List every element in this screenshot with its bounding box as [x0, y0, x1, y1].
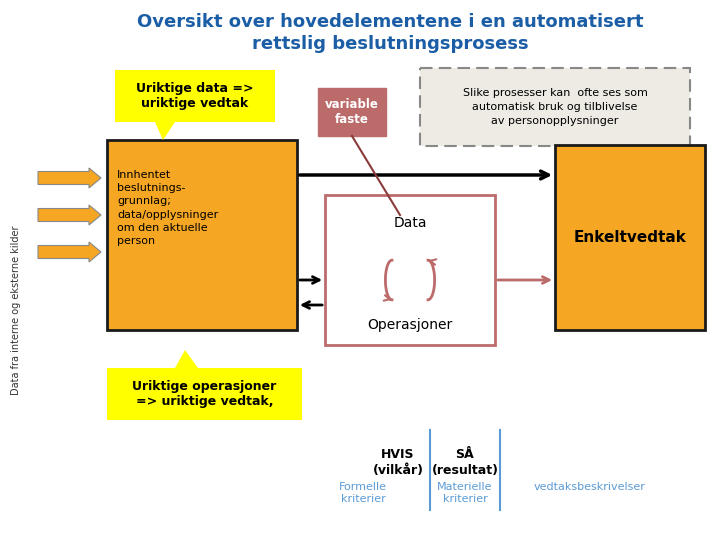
- Text: HVIS
(vilkår): HVIS (vilkår): [372, 448, 423, 477]
- Text: Innhentet
beslutnings-
grunnlag;
data/opplysninger
om den aktuelle
person: Innhentet beslutnings- grunnlag; data/op…: [117, 170, 218, 246]
- Text: Formelle
kriterier: Formelle kriterier: [339, 482, 387, 504]
- Text: Data: Data: [393, 216, 427, 230]
- Text: rettslig beslutningsprosess: rettslig beslutningsprosess: [252, 35, 528, 53]
- FancyBboxPatch shape: [420, 68, 690, 146]
- Text: Uriktige data =>
uriktige vedtak: Uriktige data => uriktige vedtak: [136, 82, 253, 110]
- FancyBboxPatch shape: [107, 140, 297, 330]
- Text: Slike prosesser kan  ofte ses som
automatisk bruk og tilblivelse
av personopplys: Slike prosesser kan ofte ses som automat…: [462, 88, 647, 126]
- Text: variable
faste: variable faste: [325, 98, 379, 126]
- FancyArrow shape: [38, 205, 101, 225]
- Text: Enkeltvedtak: Enkeltvedtak: [574, 230, 686, 245]
- FancyArrow shape: [38, 242, 101, 262]
- FancyArrow shape: [38, 168, 101, 188]
- Text: Data fra interne og eksterne kilder: Data fra interne og eksterne kilder: [11, 225, 21, 395]
- Text: Materielle
kriterier: Materielle kriterier: [437, 482, 492, 504]
- FancyBboxPatch shape: [325, 195, 495, 345]
- Text: Operasjoner: Operasjoner: [367, 318, 453, 332]
- FancyBboxPatch shape: [107, 368, 302, 420]
- FancyBboxPatch shape: [318, 88, 386, 136]
- Text: SÅ
(resultat): SÅ (resultat): [431, 448, 498, 477]
- Text: vedtaksbeskrivelser: vedtaksbeskrivelser: [534, 482, 646, 492]
- FancyBboxPatch shape: [555, 145, 705, 330]
- FancyBboxPatch shape: [115, 70, 275, 122]
- Polygon shape: [175, 350, 198, 368]
- Text: Uriktige operasjoner
=> uriktige vedtak,: Uriktige operasjoner => uriktige vedtak,: [132, 380, 276, 408]
- Polygon shape: [155, 122, 175, 140]
- Text: Oversikt over hovedelementene i en automatisert: Oversikt over hovedelementene i en autom…: [137, 13, 643, 31]
